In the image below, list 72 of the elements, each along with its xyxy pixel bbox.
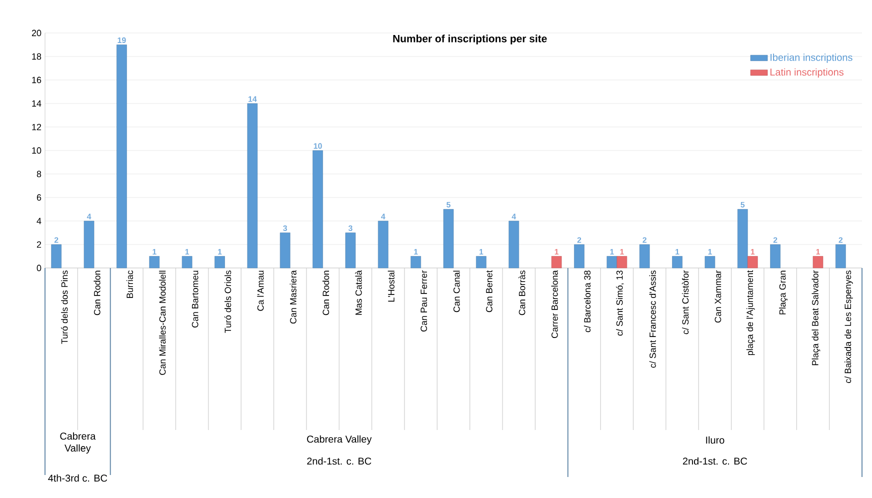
bar: [770, 244, 780, 268]
text: 2nd-1st. c. BC: [682, 457, 748, 465]
legend-label: Iberian inscriptions: [770, 54, 852, 63]
bar: [312, 150, 323, 268]
x-tick-label: c/ Sant Simó, 13: [616, 270, 624, 336]
y-tick-label: 20: [32, 30, 42, 36]
x-tick-label: L'Hostal: [388, 270, 394, 302]
bar: [247, 103, 258, 268]
chart-title: Number of inscriptions per site: [393, 34, 547, 44]
x-tick-label: Can Benet: [486, 270, 492, 312]
text: Cabrera Valley: [60, 432, 96, 454]
bar: [280, 232, 290, 268]
bar: [704, 256, 716, 268]
bar: [836, 244, 846, 268]
x-tick-label: c/ Barcelona 38: [584, 270, 591, 332]
bar: [443, 209, 454, 268]
x-tick-label: Plaça Gran: [779, 270, 788, 314]
y-tick-label: 14: [32, 100, 42, 107]
bar: [639, 244, 650, 268]
x-tick-label: Plaça del Beat Salvador: [812, 270, 820, 366]
y-tick-label: 2: [36, 241, 42, 248]
x-tick-label: Can Miralles-Can Modolell: [159, 270, 166, 375]
bar: [51, 244, 62, 268]
bar: [410, 256, 421, 268]
y-tick-label: 8: [36, 170, 42, 178]
bar: [476, 256, 486, 268]
x-tick-label: Burriac: [126, 270, 134, 298]
bar: [672, 256, 682, 268]
x-tick-label: Can Rodon: [94, 270, 100, 316]
x-tick-label: Can Rodon: [322, 270, 330, 316]
x-tick-label: Turó dels Oriols: [224, 270, 232, 333]
bar: [508, 220, 520, 268]
text: 2nd-1st. c. BC: [307, 457, 372, 465]
y-tick-label: 6: [36, 194, 42, 201]
x-tick-label: Can Pau Ferrer: [420, 270, 428, 332]
text: 4th-3rd c. BC: [48, 474, 108, 482]
bar: [182, 256, 192, 268]
x-tick-label: Can Borràs: [518, 270, 526, 316]
bar: [149, 256, 160, 268]
bar: [616, 256, 628, 268]
x-tick-label: Can Masriera: [290, 270, 296, 324]
y-tick-label: 4: [36, 218, 42, 224]
y-tick-label: 18: [32, 53, 42, 60]
bar: [747, 256, 758, 268]
bar: [116, 44, 127, 268]
x-tick-label: Can Bartomeu: [192, 270, 198, 328]
bar: [345, 232, 356, 268]
bar: [214, 256, 225, 268]
x-tick-label: Carrer Barcelona: [551, 270, 558, 338]
x-tick-label: Turó dels dos Pins: [61, 270, 68, 344]
y-tick-label: 0: [36, 264, 42, 272]
x-tick-label: plaça de l'Ajuntament: [746, 270, 755, 356]
bar: [812, 256, 824, 268]
x-tick-label: c/ Sant Francesc d'Assis: [649, 270, 656, 368]
y-tick-label: 16: [32, 76, 42, 84]
y-tick-label: 12: [32, 124, 42, 130]
text: Cabrera Valley: [307, 435, 372, 445]
text: Iluro: [706, 436, 724, 444]
y-tick-label: 10: [32, 147, 42, 154]
legend-label: Latin inscriptions: [770, 68, 844, 78]
bar: [551, 256, 562, 268]
bar: [378, 220, 388, 268]
bar: [737, 209, 748, 268]
x-tick-label: Can Canal: [453, 270, 460, 312]
bar: [574, 244, 584, 268]
bar: [606, 256, 618, 268]
x-tick-label: c/ Sant Cristòfor: [682, 270, 689, 334]
x-tick-label: Ca l'Amau: [257, 270, 264, 311]
bar: [84, 220, 94, 268]
x-tick-label: c/ Baixada de Les Espenyes: [844, 270, 853, 383]
x-tick-label: Mas Català: [355, 270, 362, 315]
x-tick-label: Can Xammar: [714, 270, 722, 323]
